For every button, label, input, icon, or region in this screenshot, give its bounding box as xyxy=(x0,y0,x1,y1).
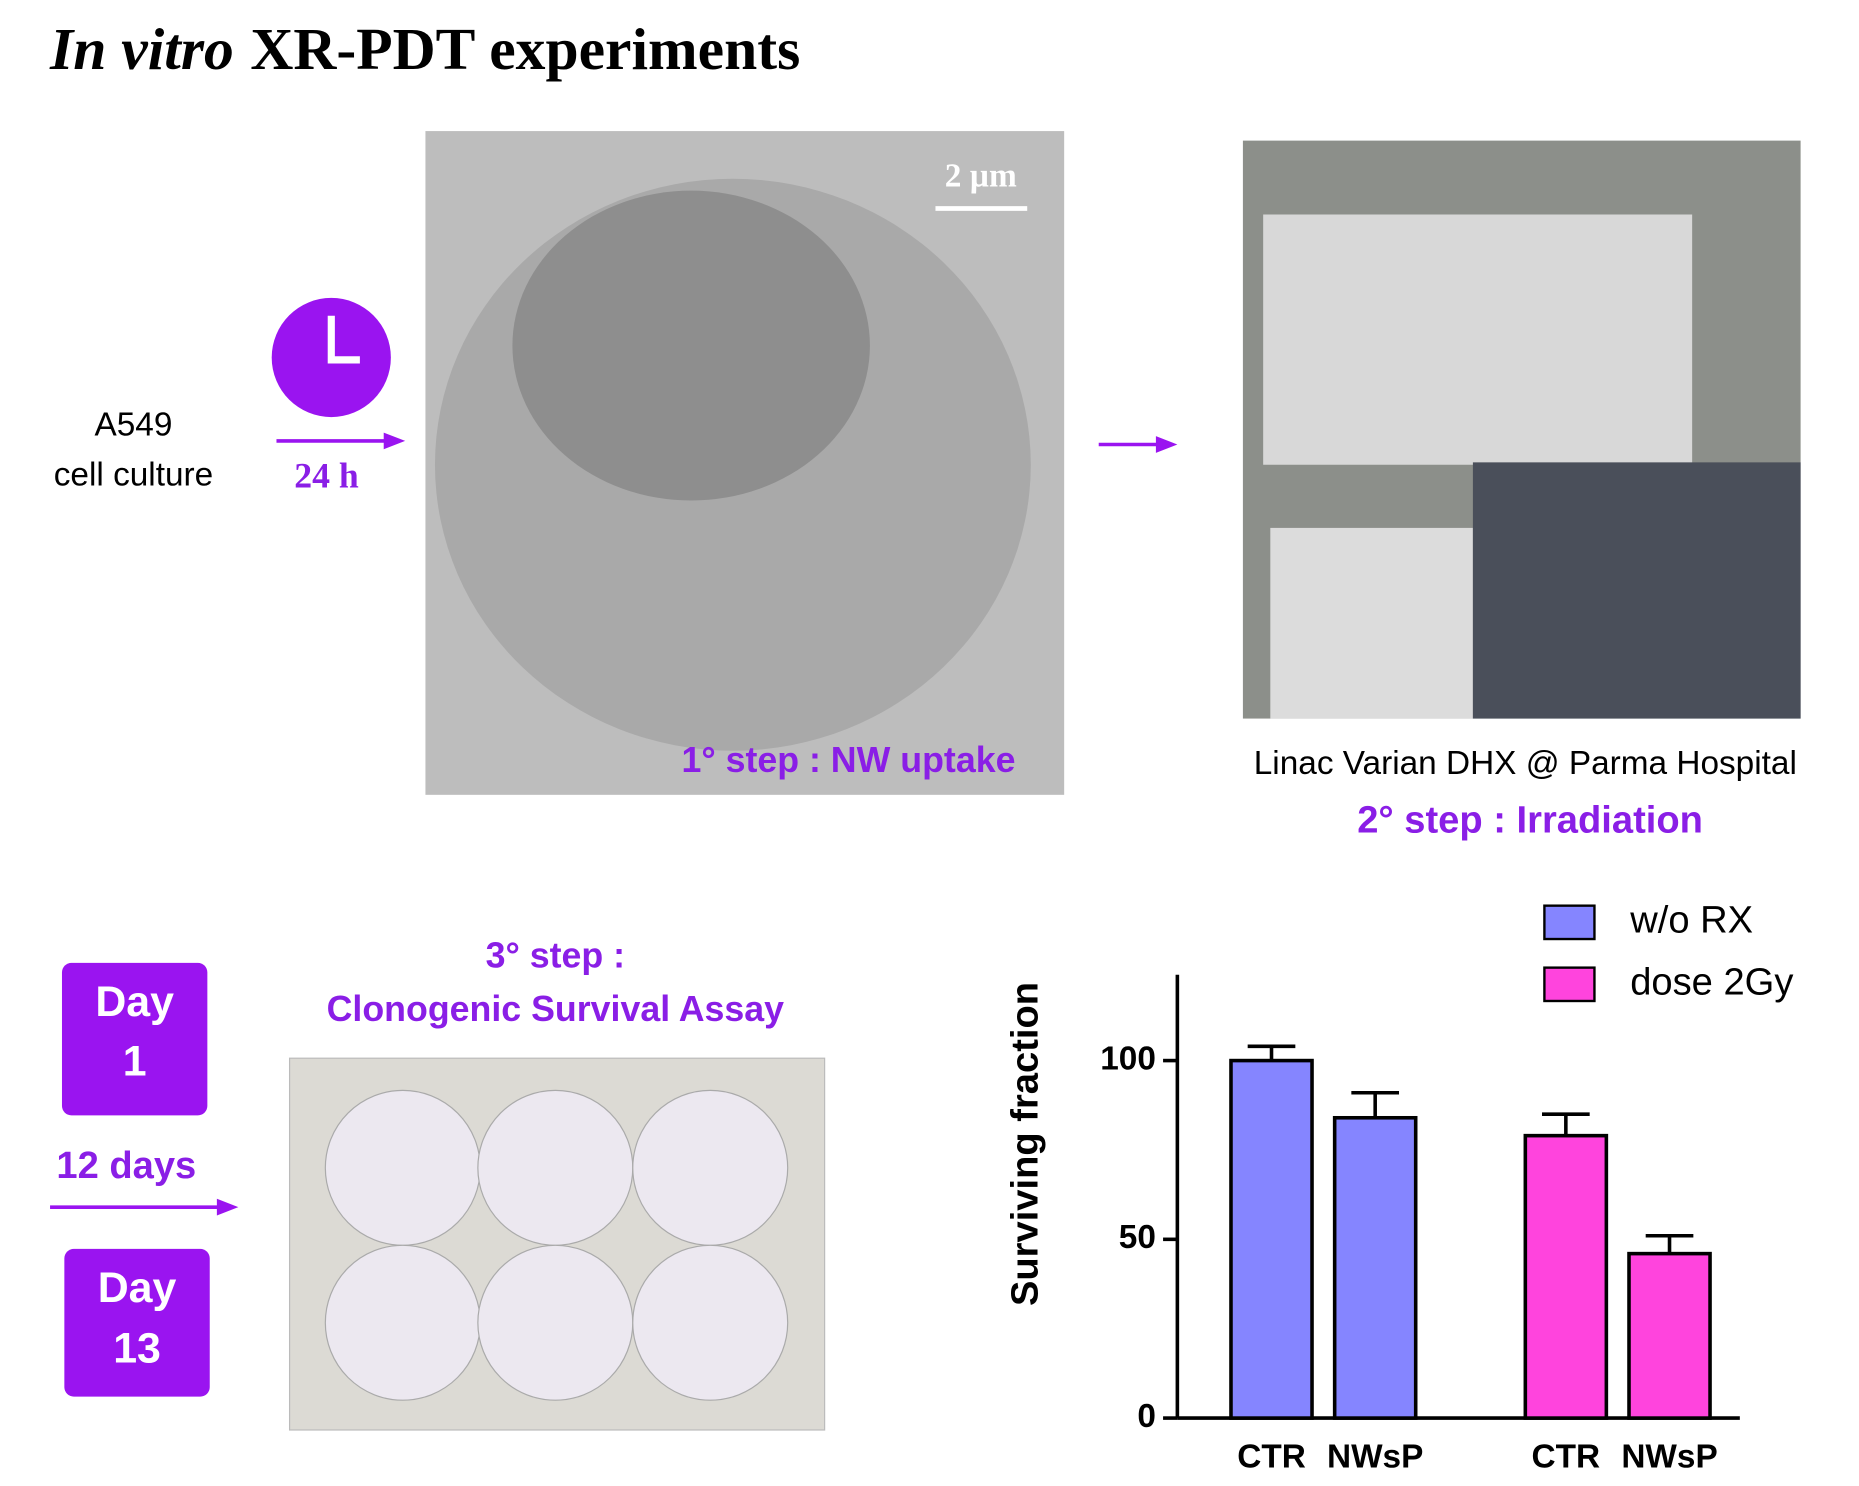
control-room-photo xyxy=(1472,462,1801,719)
x-tick-label: CTR xyxy=(1532,1438,1601,1475)
x-tick-label: NWsP xyxy=(1327,1438,1423,1475)
time-label: 24 h xyxy=(294,455,359,495)
day-number: 13 xyxy=(113,1325,161,1373)
interval-label: 12 days xyxy=(56,1144,196,1187)
bar xyxy=(1229,1058,1314,1420)
bar xyxy=(1523,1133,1609,1420)
day-label: Day xyxy=(95,978,174,1026)
step3-label: Clonogenic Survival Assay xyxy=(327,989,785,1029)
legend-label: dose 2Gy xyxy=(1630,960,1793,1003)
y-tick-label: 50 xyxy=(1119,1219,1156,1256)
day-label: Day xyxy=(98,1264,177,1312)
legend-swatch xyxy=(1543,966,1596,1003)
arrow-head xyxy=(1155,436,1178,453)
arrow-head xyxy=(216,1198,239,1216)
linac-caption: Linac Varian DHX @ Parma Hospital xyxy=(1254,745,1797,782)
title-main: XR-PDT experiments xyxy=(250,15,800,81)
title-italic: In vitro xyxy=(49,15,234,81)
cell-line: A549 xyxy=(95,406,173,443)
y-tick-label: 0 xyxy=(1137,1398,1156,1435)
step1-label: 1° step : NW uptake xyxy=(681,740,1015,780)
x-tick-label: CTR xyxy=(1237,1438,1306,1475)
nucleus xyxy=(512,190,870,501)
day-box xyxy=(64,1248,210,1397)
y-tick-label: 100 xyxy=(1100,1040,1156,1077)
y-axis-label: Surviving fraction xyxy=(1003,982,1046,1306)
cell-culture: cell culture xyxy=(54,456,213,493)
day-box xyxy=(61,962,208,1116)
step3-label: 3° step : xyxy=(486,936,625,976)
arrow-head xyxy=(383,432,406,450)
bar-chart: 0 50 100 Surviving fraction CTR NWsP w/o RX CTR… xyxy=(1003,898,1793,1475)
clock-hands xyxy=(327,315,360,364)
x-tick-label: NWsP xyxy=(1621,1438,1717,1475)
title: In vitro XR-PDT experiments xyxy=(49,15,800,83)
scale-label: 2 µm xyxy=(945,157,1017,194)
step2-label: 2° step : Irradiation xyxy=(1357,798,1703,841)
bar xyxy=(1627,1251,1712,1420)
day-number: 1 xyxy=(123,1037,147,1085)
dosimeter-photo xyxy=(1270,527,1473,719)
legend-label: w/o RX xyxy=(1629,898,1753,941)
wells xyxy=(324,1089,789,1401)
linac-machine xyxy=(1263,214,1693,465)
legend-swatch xyxy=(1543,904,1596,941)
bar xyxy=(1332,1115,1418,1420)
